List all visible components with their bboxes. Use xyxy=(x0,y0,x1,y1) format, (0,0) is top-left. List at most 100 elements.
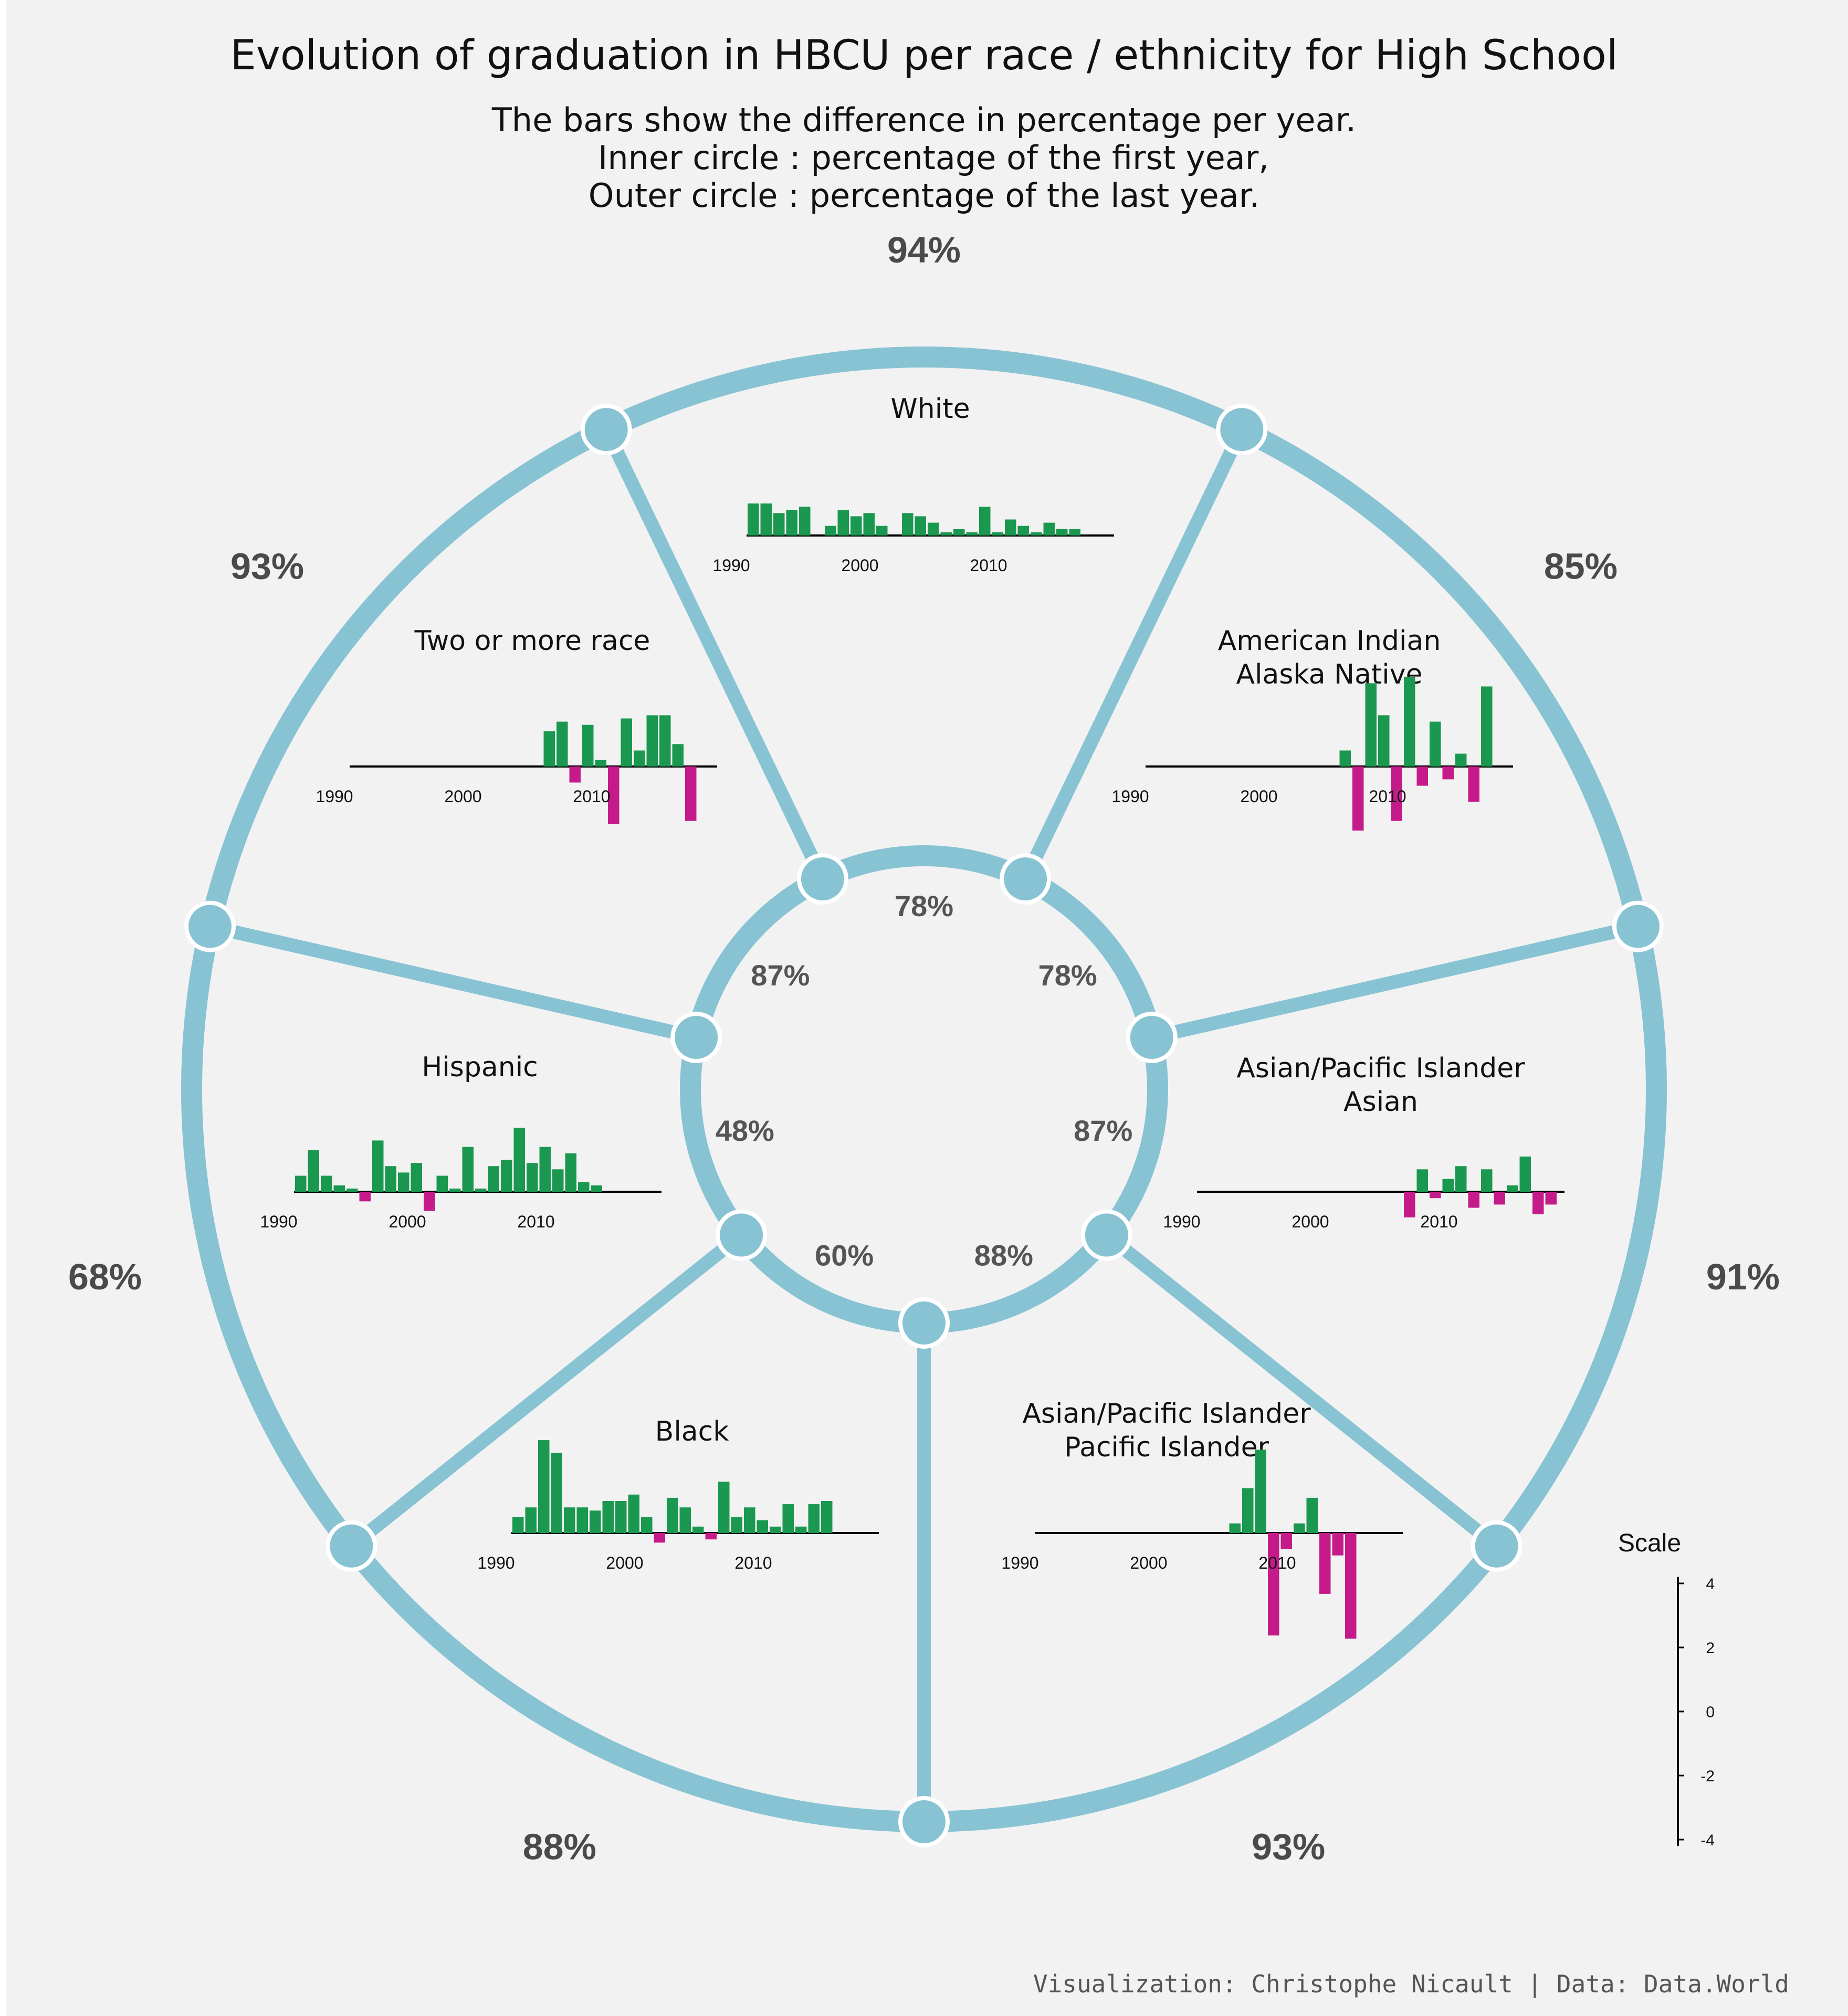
bar xyxy=(449,1188,461,1192)
x-tick-label: 1990 xyxy=(1001,1553,1038,1572)
subtitle-line-3: Outer circle : percentage of the last ye… xyxy=(589,176,1259,215)
bar xyxy=(321,1175,332,1192)
bar xyxy=(1532,1192,1544,1214)
bar xyxy=(1494,1192,1505,1205)
inner-pct-label: 88% xyxy=(974,1238,1033,1272)
bar xyxy=(436,1175,448,1192)
inner-pct-label: 60% xyxy=(815,1238,874,1272)
bar xyxy=(1017,526,1029,536)
bar xyxy=(705,1533,717,1540)
bar xyxy=(1229,1523,1241,1533)
bar xyxy=(591,1185,602,1192)
chart-page: Evolution of graduation in HBCU per race… xyxy=(6,0,1848,2016)
bar xyxy=(295,1175,307,1192)
bar xyxy=(359,1192,371,1202)
bar xyxy=(527,1163,538,1192)
bar xyxy=(1069,529,1080,536)
chart-title: Evolution of graduation in HBCU per race… xyxy=(230,32,1618,79)
x-tick-label: 2010 xyxy=(734,1553,772,1572)
bar xyxy=(757,1520,768,1533)
spoke xyxy=(347,1230,746,1551)
bar xyxy=(552,1169,564,1192)
x-tick-label: 2000 xyxy=(841,556,878,575)
bar xyxy=(795,1526,807,1533)
x-tick-label: 2010 xyxy=(970,556,1007,575)
bar xyxy=(525,1507,537,1533)
bar xyxy=(1332,1533,1343,1556)
x-tick-label: 2010 xyxy=(1420,1212,1457,1231)
bar xyxy=(1345,1533,1357,1639)
bar xyxy=(940,532,952,536)
bar xyxy=(512,1517,524,1533)
bar xyxy=(1031,532,1042,536)
bar xyxy=(928,522,939,536)
x-tick-label: 1990 xyxy=(712,556,750,575)
outer-pct-label: 68% xyxy=(68,1256,142,1297)
bar xyxy=(1043,522,1055,536)
ring-layer xyxy=(181,346,1667,1847)
bar xyxy=(1404,1192,1415,1217)
bar xyxy=(1416,766,1428,786)
x-tick-label: 1990 xyxy=(477,1553,514,1572)
bar xyxy=(654,1533,665,1543)
outer-node xyxy=(184,900,236,952)
bar xyxy=(333,1185,345,1192)
bar xyxy=(1391,766,1402,821)
subtitle-line-2: Inner circle : percentage of the first y… xyxy=(598,139,1269,177)
bar xyxy=(513,1128,525,1192)
bar xyxy=(744,1507,755,1533)
group-title: Alaska Native xyxy=(1236,659,1423,690)
bar xyxy=(672,744,684,766)
bar xyxy=(1430,1192,1441,1199)
outer-pct-label: 91% xyxy=(1706,1256,1780,1297)
bar xyxy=(646,715,658,766)
bar xyxy=(641,1517,653,1533)
bar xyxy=(564,1507,575,1533)
bar xyxy=(602,1501,614,1533)
x-tick-label: 2000 xyxy=(1240,787,1277,806)
group-title: Pacific Islander xyxy=(1064,1432,1269,1463)
bar xyxy=(1481,686,1493,766)
label-layer: 94% 78% 85% 78% 91% 87% 93% 88% 88% 60% 68% 48% 93% 8… xyxy=(68,229,1780,1867)
scale-tick-label: 4 xyxy=(1706,1576,1715,1593)
scale-tick-label: 0 xyxy=(1706,1704,1715,1721)
bar xyxy=(770,1526,781,1533)
bar xyxy=(621,718,632,766)
outer-node xyxy=(898,1796,950,1847)
bar xyxy=(1280,1533,1292,1549)
bar xyxy=(1268,1533,1279,1636)
inner-pct-label: 78% xyxy=(1038,959,1097,992)
bar xyxy=(679,1507,691,1533)
outer-node xyxy=(580,404,632,456)
spoke xyxy=(1102,1230,1501,1551)
bar xyxy=(1242,1488,1254,1533)
bar xyxy=(748,503,759,536)
bar xyxy=(539,1147,551,1192)
scale-tick-label: -2 xyxy=(1700,1768,1715,1785)
bar xyxy=(786,510,797,536)
bar xyxy=(659,715,671,766)
bar xyxy=(825,526,836,536)
bar xyxy=(628,1494,639,1533)
outer-node xyxy=(1612,900,1664,952)
bar xyxy=(782,1504,794,1533)
inner-pct-label: 78% xyxy=(895,889,953,922)
x-tick-label: 2000 xyxy=(444,787,481,806)
subtitle-line-1: The bars show the difference in percenta… xyxy=(491,101,1356,139)
bar xyxy=(915,516,926,536)
scale-title: Scale xyxy=(1618,1529,1681,1557)
bar xyxy=(773,513,785,536)
bar xyxy=(1455,1166,1467,1192)
bar xyxy=(608,766,620,824)
bar xyxy=(821,1501,833,1533)
bar xyxy=(1455,753,1467,766)
bar xyxy=(569,766,581,783)
inner-node xyxy=(898,1297,950,1349)
bar xyxy=(685,766,697,821)
x-tick-label: 2000 xyxy=(1130,1553,1167,1572)
bar xyxy=(615,1501,627,1533)
group-title: Two or more race xyxy=(414,625,650,657)
inner-node xyxy=(716,1209,768,1261)
bar xyxy=(1442,766,1454,780)
